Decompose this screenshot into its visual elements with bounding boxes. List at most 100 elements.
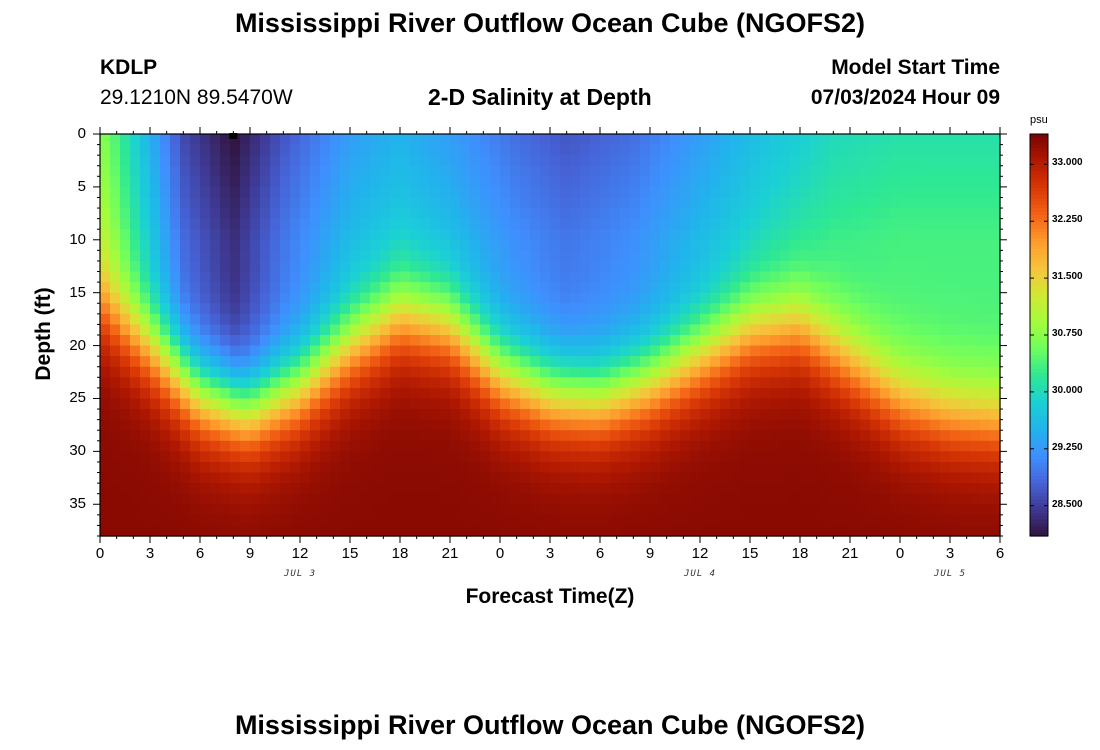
heatmap-cell <box>850 218 861 230</box>
heatmap-cell <box>990 134 1001 146</box>
y-tick-label: 30 <box>69 442 86 460</box>
heatmap-cell <box>120 197 131 209</box>
heatmap-cell <box>940 292 951 304</box>
heatmap-cell <box>610 292 621 304</box>
heatmap-cell <box>830 239 841 251</box>
heatmap-cell <box>640 440 651 452</box>
heatmap-cell <box>640 292 651 304</box>
heatmap-cell <box>130 282 141 294</box>
heatmap-cell <box>150 250 161 262</box>
heatmap-cell <box>240 324 251 336</box>
heatmap-cell <box>250 218 261 230</box>
heatmap-cell <box>150 144 161 156</box>
heatmap-cell <box>810 155 821 167</box>
heatmap-cell <box>730 472 741 484</box>
heatmap-cell <box>870 218 881 230</box>
colorbar-step <box>1030 207 1048 212</box>
heatmap-cell <box>100 165 111 177</box>
heatmap-cell <box>520 356 531 368</box>
heatmap-cell <box>880 419 891 431</box>
heatmap-cell <box>980 430 991 442</box>
heatmap-cell <box>910 366 921 378</box>
heatmap-cell <box>590 387 601 400</box>
heatmap-cell <box>840 229 851 241</box>
heatmap-cell <box>410 387 421 400</box>
heatmap-cell <box>780 335 791 347</box>
heatmap-cell <box>760 271 771 283</box>
heatmap-cell <box>870 356 881 368</box>
heatmap-cell <box>820 155 831 167</box>
heatmap-cell <box>350 335 361 347</box>
heatmap-cell <box>510 440 521 452</box>
heatmap-cell <box>390 134 401 146</box>
heatmap-cell <box>910 176 921 188</box>
heatmap-cell <box>790 345 801 357</box>
heatmap-cell <box>520 218 531 230</box>
heatmap-cell <box>790 430 801 442</box>
heatmap-cell <box>610 419 621 431</box>
heatmap-cell <box>220 218 231 230</box>
heatmap-cell <box>680 165 691 177</box>
heatmap-cell <box>990 260 1001 273</box>
heatmap-cell <box>390 271 401 283</box>
heatmap-cell <box>220 303 231 315</box>
heatmap-cell <box>870 197 881 209</box>
heatmap-cell <box>620 282 631 294</box>
heatmap-cell <box>340 451 351 463</box>
heatmap-cell <box>820 271 831 283</box>
heatmap-cell <box>650 250 661 262</box>
heatmap-cell <box>820 483 831 495</box>
heatmap-cell <box>840 197 851 209</box>
heatmap-cell <box>870 303 881 315</box>
heatmap-cell <box>660 356 671 368</box>
heatmap-cell <box>240 387 251 400</box>
heatmap-cell <box>100 186 111 199</box>
heatmap-cell <box>190 430 201 442</box>
heatmap-cell <box>900 292 911 304</box>
heatmap-cell <box>590 239 601 251</box>
heatmap-cell <box>560 472 571 484</box>
heatmap-cell <box>750 356 761 368</box>
heatmap-cell <box>920 144 931 156</box>
heatmap-cell <box>950 504 961 516</box>
heatmap-cell <box>290 366 301 378</box>
heatmap-cell <box>210 176 221 188</box>
heatmap-cell <box>770 186 781 199</box>
heatmap-cell <box>230 472 241 484</box>
heatmap-cell <box>620 271 631 283</box>
heatmap-cell <box>580 282 591 294</box>
heatmap-cell <box>940 451 951 463</box>
heatmap-cell <box>680 239 691 251</box>
heatmap-cell <box>280 440 291 452</box>
heatmap-cell <box>110 260 121 273</box>
heatmap-cell <box>480 409 491 421</box>
heatmap-cell <box>320 335 331 347</box>
heatmap-cell <box>320 218 331 230</box>
heatmap-cell <box>260 208 271 220</box>
heatmap-cell <box>860 525 871 537</box>
heatmap-cell <box>710 303 721 315</box>
heatmap-cell <box>960 239 971 251</box>
heatmap-cell <box>130 440 141 452</box>
heatmap-cell <box>930 144 941 156</box>
heatmap-cell <box>100 451 111 463</box>
heatmap-cell <box>400 387 411 400</box>
heatmap-cell <box>740 504 751 516</box>
heatmap-cell <box>870 387 881 400</box>
heatmap-cell <box>330 472 341 484</box>
heatmap-cell <box>470 303 481 315</box>
heatmap-cell <box>190 440 201 452</box>
heatmap-cell <box>210 292 221 304</box>
heatmap-cell <box>920 186 931 199</box>
heatmap-cell <box>750 176 761 188</box>
heatmap-cell <box>430 165 441 177</box>
heatmap-cell <box>450 282 461 294</box>
colorbar-step <box>1030 465 1048 470</box>
heatmap-cell <box>730 176 741 188</box>
heatmap-cell <box>250 398 261 410</box>
x-tick-label: 3 <box>545 545 555 562</box>
heatmap-cell <box>570 282 581 294</box>
heatmap-cell <box>490 218 501 230</box>
heatmap-cell <box>800 461 811 474</box>
heatmap-cell <box>630 377 641 389</box>
